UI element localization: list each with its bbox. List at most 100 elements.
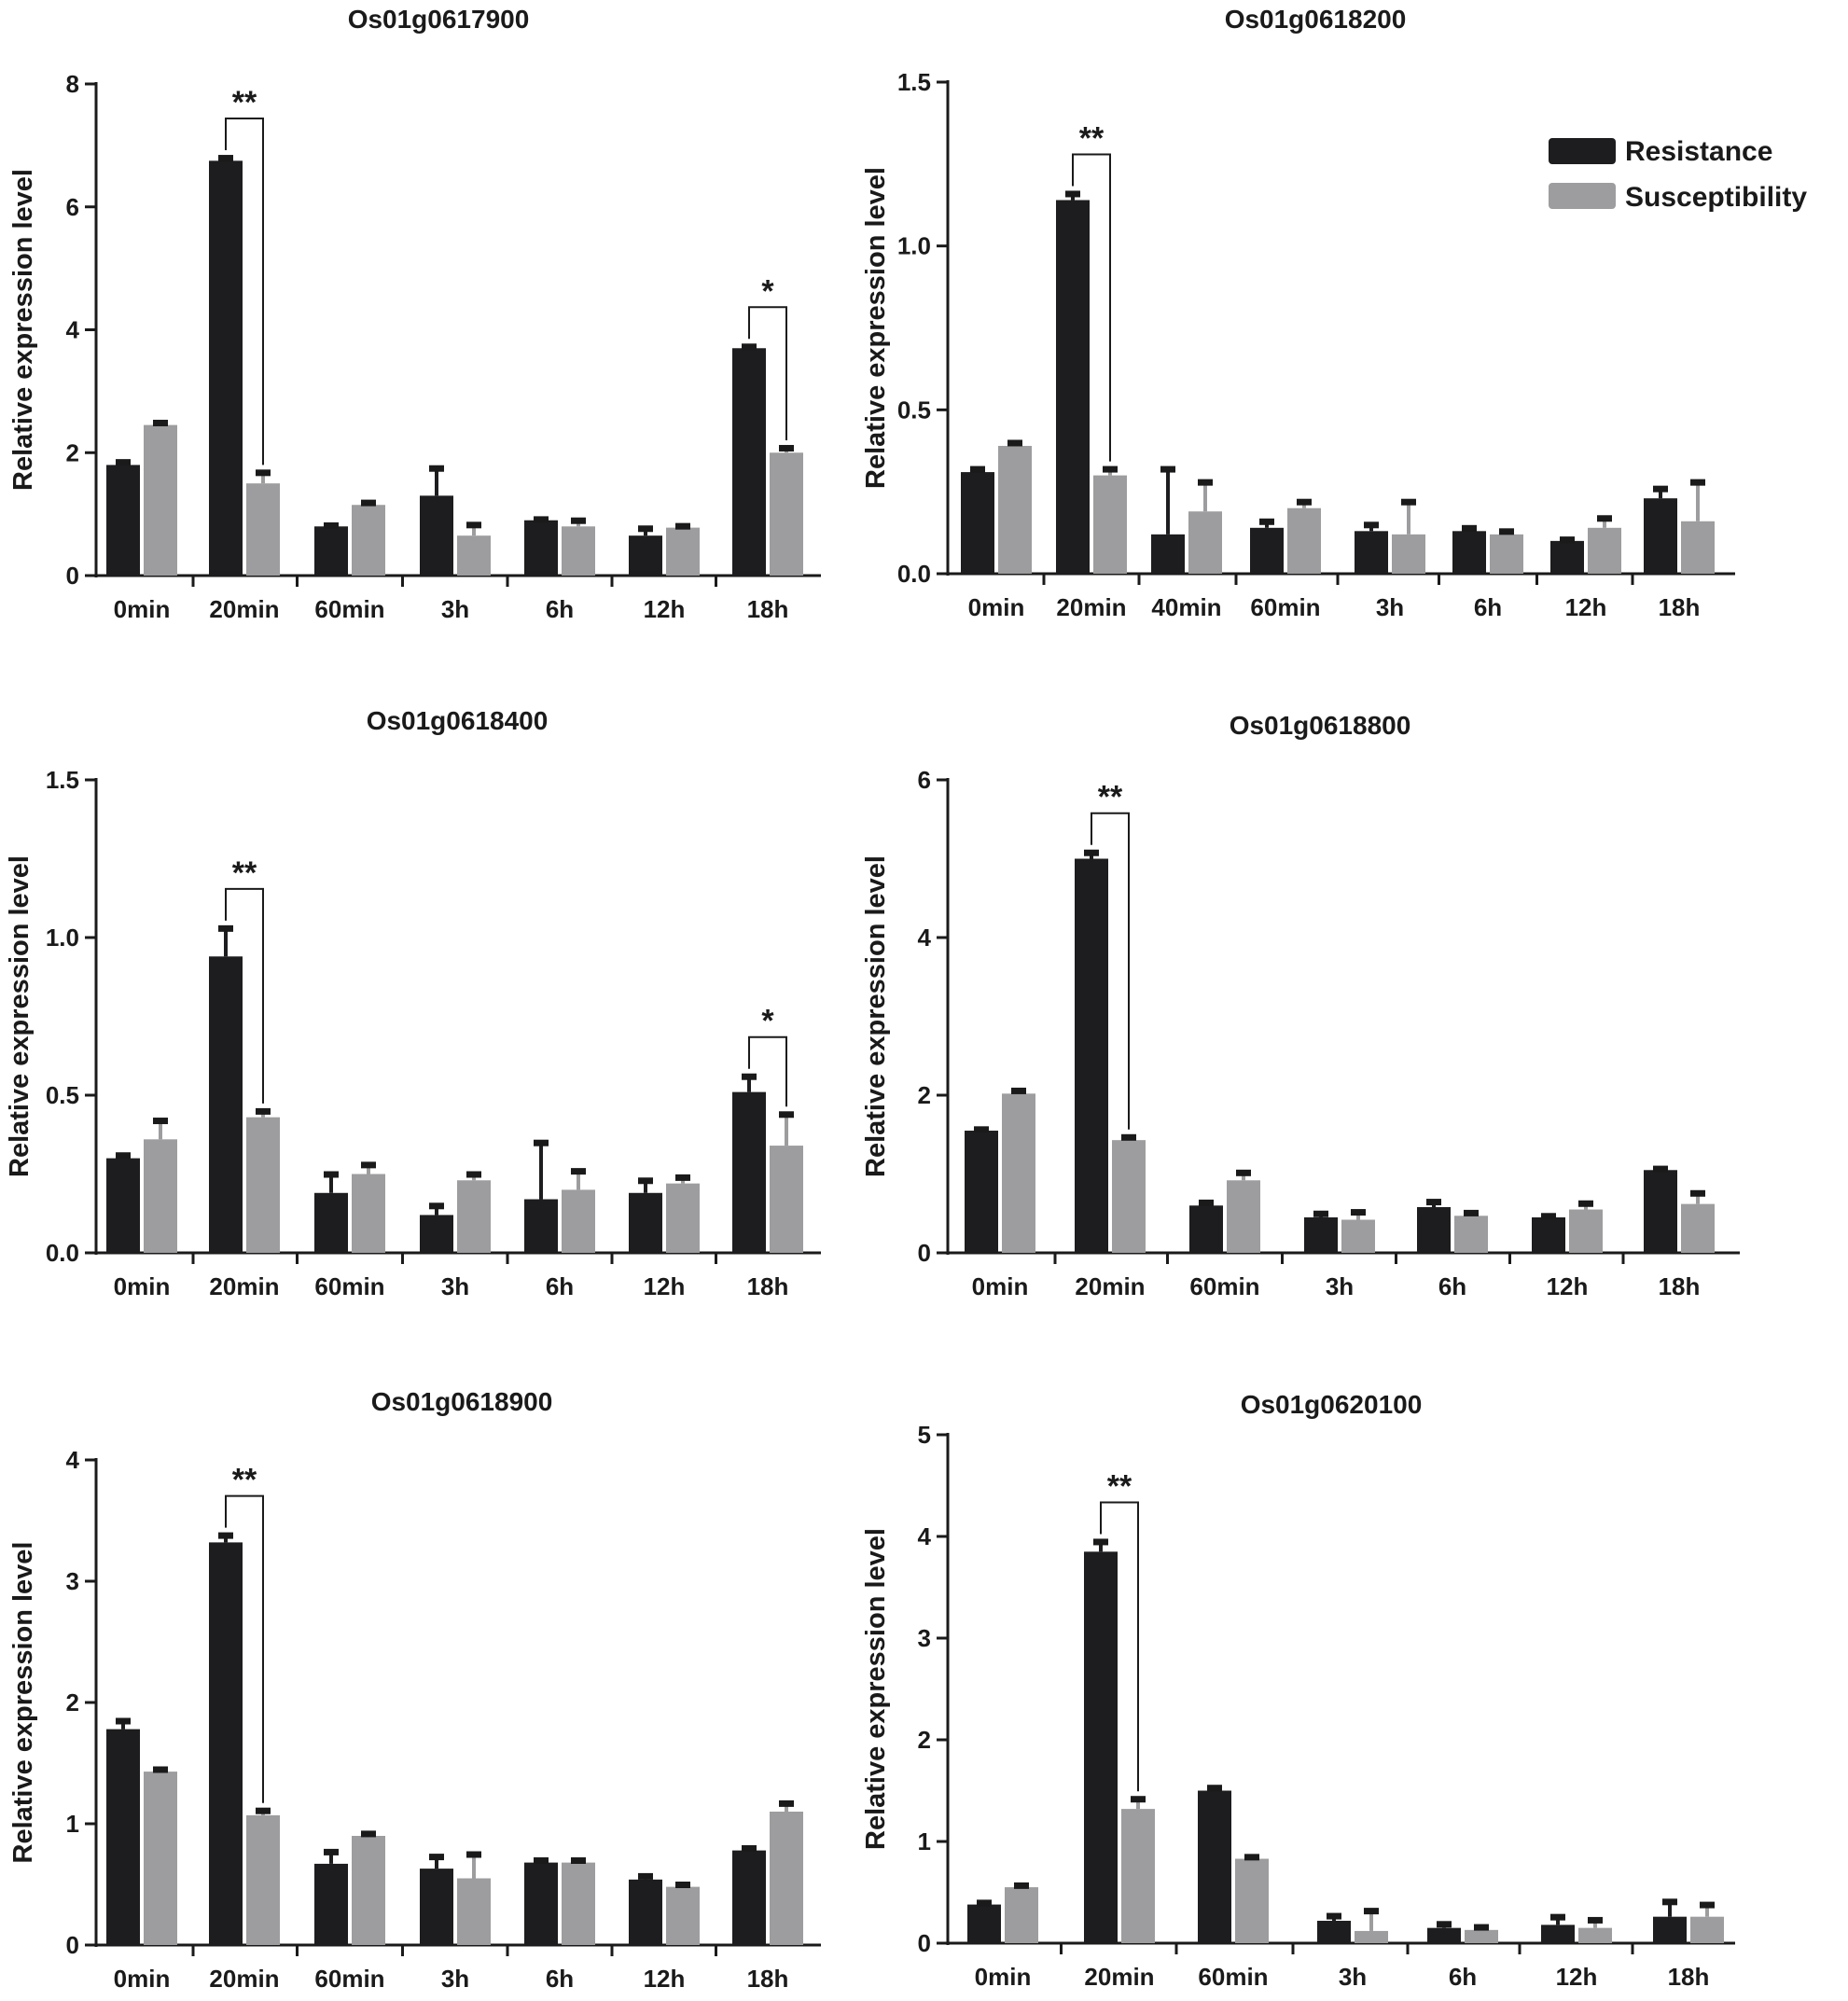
y-axis-label: Relative expression level	[8, 169, 38, 491]
bar-susceptibility	[144, 1772, 177, 1945]
bar-susceptibility	[1093, 475, 1127, 574]
significance-label: **	[1098, 780, 1123, 815]
x-tick-label: 20min	[1075, 1272, 1145, 1300]
y-tick-label: 0.0	[46, 1239, 79, 1267]
bar-resistance	[209, 956, 243, 1253]
bar-susceptibility	[1112, 1140, 1146, 1253]
bar-resistance	[1084, 1551, 1118, 1943]
y-tick-label: 0.0	[897, 560, 931, 588]
bar-susceptibility	[352, 1836, 385, 1945]
error-bar-cap	[1597, 515, 1612, 522]
error-bar-cap	[1690, 479, 1705, 486]
error-bar-cap	[466, 521, 481, 529]
y-axis-label: Relative expression level	[861, 1528, 891, 1850]
error-bar-cap	[1207, 1785, 1222, 1792]
error-bar-cap	[1121, 1133, 1136, 1141]
error-bar-cap	[1550, 1913, 1565, 1921]
x-tick-label: 18h	[1668, 1963, 1710, 1991]
error-bar-cap	[1065, 190, 1080, 198]
x-tick-label: 0min	[114, 595, 171, 623]
error-bar-cap	[571, 1168, 586, 1175]
y-tick-label: 4	[918, 924, 932, 952]
bar-resistance	[1653, 1916, 1687, 1943]
error-bar-cap	[256, 469, 271, 477]
error-bar-cap	[1313, 1210, 1328, 1217]
bar-resistance	[629, 1879, 662, 1945]
error-bar-cap	[977, 1899, 992, 1907]
bar-resistance	[1550, 540, 1584, 574]
error-bar-cap	[1327, 1912, 1341, 1920]
error-bar-cap	[1364, 521, 1379, 529]
x-tick-label: 0min	[114, 1272, 171, 1300]
significance-label: **	[232, 1463, 257, 1498]
bar-susceptibility	[562, 526, 595, 576]
chart-panel-3: Os01g0618400 Relative expression level 0.0…	[5, 706, 821, 1300]
bar-resistance	[1452, 531, 1486, 574]
bar-resistance	[1541, 1925, 1575, 1943]
error-bar-cap	[779, 1800, 794, 1807]
y-tick-label: 4	[66, 1446, 80, 1474]
error-bar-cap	[1474, 1924, 1489, 1931]
bar-resistance	[1427, 1927, 1461, 1943]
error-bar-cap	[361, 499, 376, 507]
bar-susceptibility	[1465, 1929, 1498, 1943]
x-tick-label: 3h	[441, 1272, 469, 1300]
bar-susceptibility	[562, 1189, 595, 1253]
x-tick-label: 60min	[1198, 1963, 1268, 1991]
x-tick-label: 60min	[314, 595, 384, 623]
significance-label: **	[1107, 1468, 1132, 1504]
bar-susceptibility	[1002, 1093, 1035, 1253]
y-tick-label: 1	[66, 1810, 79, 1838]
error-bar-cap	[675, 1174, 690, 1181]
x-tick-label: 18h	[747, 1272, 789, 1300]
error-bar-cap	[1093, 1538, 1108, 1546]
bar-susceptibility	[1392, 534, 1425, 574]
error-bar-cap	[1198, 479, 1213, 486]
error-bar-cap	[1401, 498, 1416, 506]
bar-susceptibility	[770, 452, 803, 576]
error-bar-cap	[779, 1111, 794, 1119]
y-tick-label: 2	[66, 1688, 79, 1716]
y-tick-label: 0	[918, 1929, 931, 1957]
error-bar-cap	[1560, 536, 1575, 544]
x-tick-label: 3h	[441, 1965, 469, 1993]
y-tick-label: 2	[66, 438, 79, 466]
error-bar-cap	[1653, 485, 1668, 493]
error-bar-cap	[1236, 1169, 1251, 1176]
bar-resistance	[524, 520, 558, 576]
significance-bracket	[225, 887, 264, 1104]
y-tick-label: 1.5	[897, 68, 931, 96]
bar-resistance	[524, 1862, 558, 1945]
error-bar-cap	[324, 1848, 339, 1855]
bar-resistance	[1317, 1921, 1351, 1943]
bar-resistance	[420, 1215, 453, 1253]
x-tick-label: 12h	[1556, 1963, 1598, 1991]
error-bar-cap	[256, 1807, 271, 1814]
bar-susceptibility	[562, 1862, 595, 1945]
bar-resistance	[1355, 531, 1388, 574]
bar-susceptibility	[246, 483, 280, 576]
error-bar-cap	[1364, 1908, 1379, 1915]
bar-resistance	[106, 465, 140, 576]
bar-susceptibility	[144, 1139, 177, 1253]
error-bar-cap	[429, 465, 444, 472]
error-bar-cap	[218, 155, 233, 162]
error-bar-cap	[638, 525, 653, 533]
bar-susceptibility	[1121, 1809, 1155, 1943]
bar-resistance	[420, 495, 453, 576]
error-bar-cap	[1437, 1921, 1452, 1928]
error-bar-cap	[1160, 466, 1175, 473]
bar-resistance	[1644, 498, 1677, 574]
significance-bracket	[748, 1035, 787, 1107]
legend-label-susceptibility: Susceptibility	[1625, 182, 1807, 213]
significance-bracket	[1100, 1501, 1139, 1792]
significance-bracket	[225, 1494, 264, 1803]
chart-title: Os01g0618900	[371, 1387, 553, 1416]
error-bar-cap	[324, 1171, 339, 1178]
x-tick-label: 18h	[747, 595, 789, 623]
error-bar-cap	[675, 522, 690, 530]
bar-resistance	[1189, 1205, 1223, 1253]
bar-resistance	[106, 1158, 140, 1253]
error-bar-cap	[742, 1073, 757, 1080]
